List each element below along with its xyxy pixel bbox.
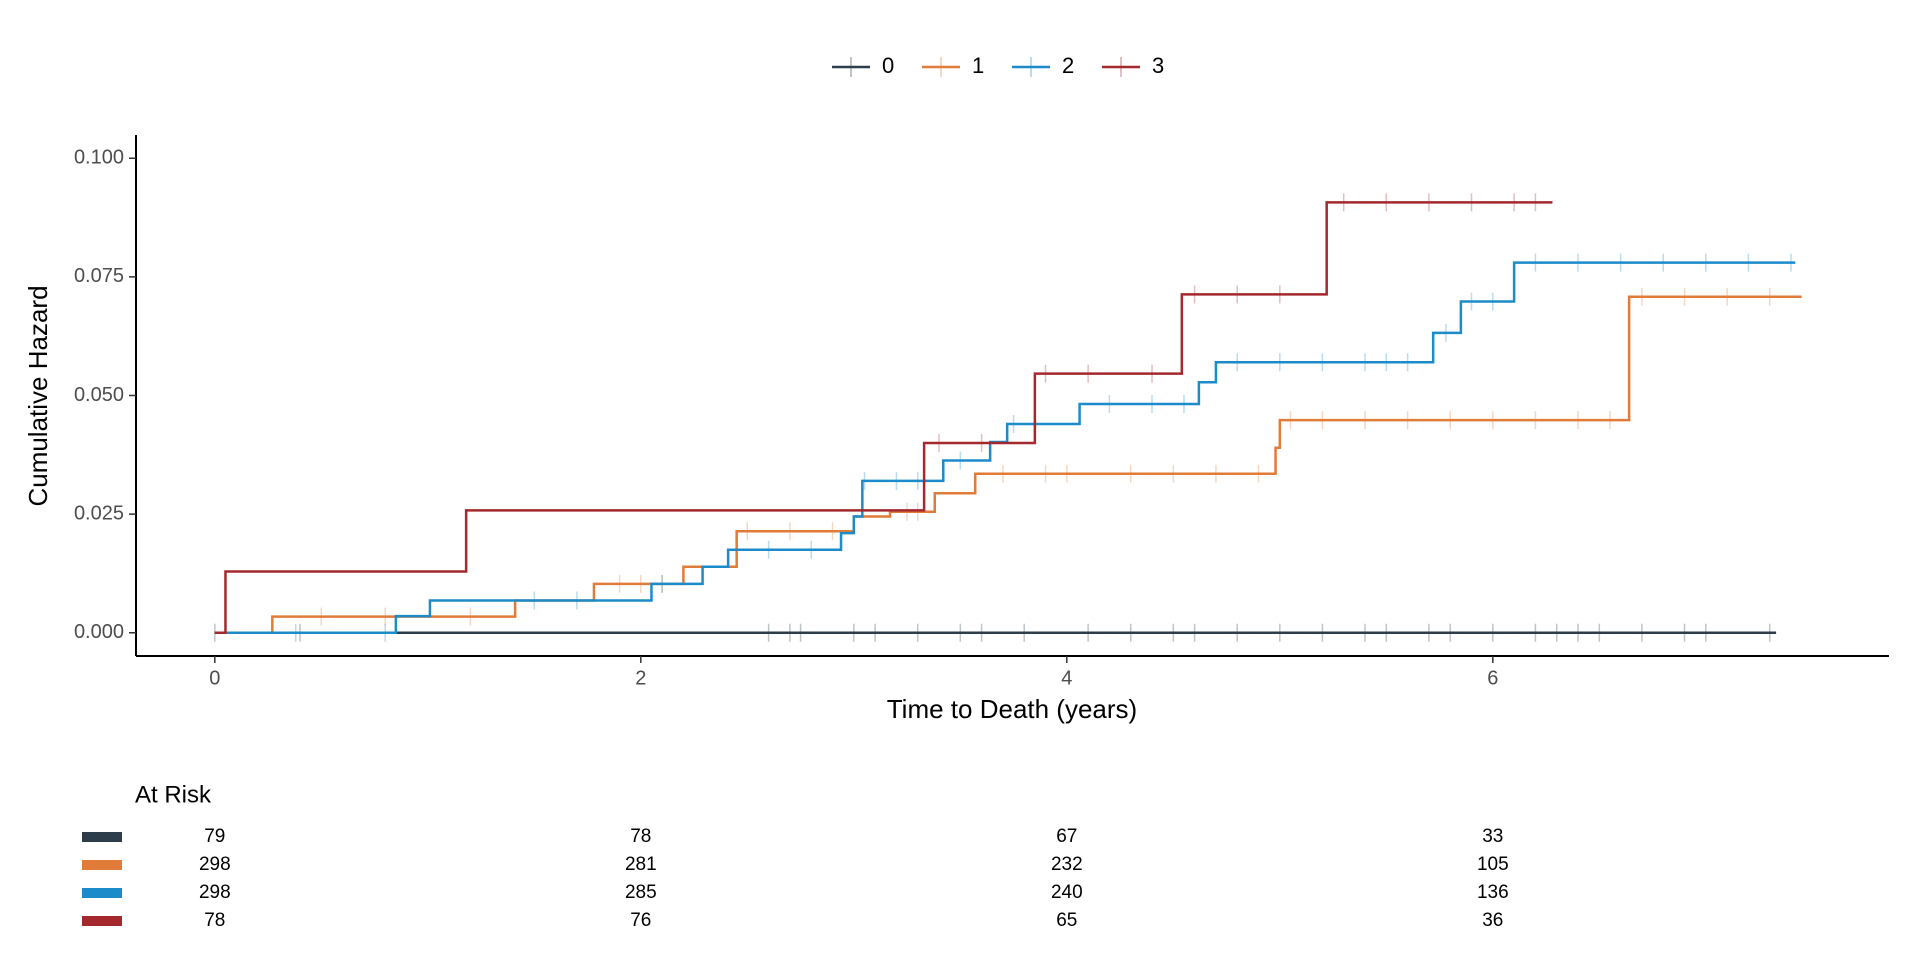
risk-count: 240 xyxy=(1051,882,1083,903)
risk-count: 67 xyxy=(1056,826,1077,847)
risk-count: 285 xyxy=(625,882,657,903)
risk-swatch xyxy=(82,888,122,898)
legend-label: 2 xyxy=(1062,53,1074,78)
risk-swatch xyxy=(82,832,122,842)
x-tick-label: 0 xyxy=(209,667,220,689)
risk-count: 79 xyxy=(204,826,225,847)
y-tick-label: 0.000 xyxy=(74,621,124,643)
y-tick-label: 0.025 xyxy=(74,502,124,524)
risk-count: 65 xyxy=(1056,910,1077,931)
risk-swatch xyxy=(82,860,122,870)
risk-count: 105 xyxy=(1477,854,1509,875)
x-tick-label: 2 xyxy=(635,667,646,689)
risk-title: At Risk xyxy=(135,781,212,808)
x-tick-label: 6 xyxy=(1487,667,1498,689)
step-line xyxy=(214,201,1553,634)
risk-swatch xyxy=(82,916,122,926)
y-tick-label: 0.050 xyxy=(74,384,124,406)
risk-count: 232 xyxy=(1051,854,1083,875)
step-line xyxy=(214,261,1796,634)
y-tick-label: 0.100 xyxy=(74,147,124,169)
risk-count: 36 xyxy=(1482,910,1503,931)
y-tick-label: 0.075 xyxy=(74,265,124,287)
risk-count: 78 xyxy=(630,826,651,847)
x-tick-label: 4 xyxy=(1061,667,1072,689)
y-axis-label: Cumulative Hazard xyxy=(23,285,53,506)
risk-count: 78 xyxy=(204,910,225,931)
risk-count: 136 xyxy=(1477,882,1509,903)
risk-count: 33 xyxy=(1482,826,1503,847)
legend-label: 1 xyxy=(972,53,984,78)
risk-count: 76 xyxy=(630,910,651,931)
risk-count: 281 xyxy=(625,854,657,875)
risk-count: 298 xyxy=(199,882,231,903)
x-axis-label: Time to Death (years) xyxy=(887,694,1137,724)
step-line xyxy=(214,295,1802,634)
risk-count: 298 xyxy=(199,854,231,875)
legend-label: 0 xyxy=(882,53,894,78)
legend-label: 3 xyxy=(1152,53,1164,78)
